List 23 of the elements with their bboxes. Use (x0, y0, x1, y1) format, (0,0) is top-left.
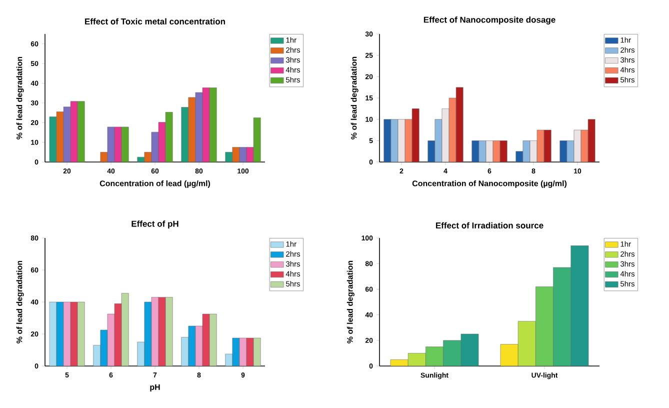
chart-title: Effect of pH (132, 220, 178, 228)
y-axis-title: % of lead degradation (16, 56, 24, 140)
y-axis-title: % of lead degradation (346, 260, 354, 344)
bar (500, 344, 518, 366)
bar (426, 346, 444, 366)
bar (408, 353, 426, 366)
chart-title: Effect of Toxic metal concentration (85, 18, 225, 24)
x-axis-title: pH (150, 384, 160, 392)
bar (456, 87, 464, 162)
x-axis-title: Concentration of lead (µg/ml) (100, 180, 210, 188)
bar (536, 286, 554, 366)
bar (518, 321, 536, 366)
y-axis-title: % of lead degradation (350, 56, 358, 140)
bar (77, 302, 85, 366)
bar (588, 119, 596, 162)
chart-title: Effect of Nanocomposite dosage (424, 16, 556, 24)
y-axis-title: % of lead degradation (16, 260, 24, 344)
bar (209, 314, 217, 366)
bar (121, 293, 129, 366)
chart-title: Effect of Irradiation source (436, 222, 544, 228)
x-axis-title: Concentration of Nanocomposite (µg/ml) (412, 180, 567, 188)
bar (412, 108, 420, 162)
bar (165, 297, 173, 366)
